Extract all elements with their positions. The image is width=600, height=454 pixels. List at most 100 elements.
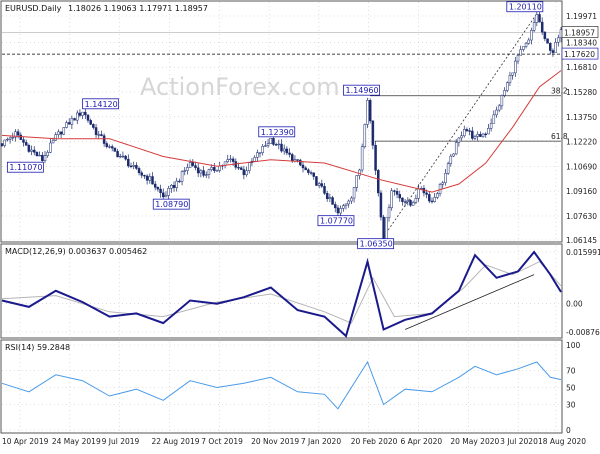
candle-body bbox=[309, 172, 313, 174]
candle-body bbox=[385, 217, 388, 240]
candle-body bbox=[24, 142, 28, 146]
price-panel-frame bbox=[0, 0, 563, 243]
candle-body bbox=[339, 208, 342, 214]
candle-body bbox=[73, 118, 76, 121]
candle-body bbox=[22, 139, 25, 143]
swing-label: 1.14120 bbox=[85, 100, 118, 109]
candle-body bbox=[312, 172, 315, 177]
x-tick-label: 7 Oct 2019 bbox=[201, 437, 243, 446]
candle-body bbox=[291, 154, 294, 162]
candle-body bbox=[516, 54, 520, 62]
x-tick-label: 6 Apr 2020 bbox=[401, 437, 443, 446]
rsi-header: RSI(14) 59.2848 bbox=[5, 343, 70, 352]
candle-body bbox=[285, 148, 289, 154]
candle-body bbox=[67, 122, 71, 125]
candle-body bbox=[457, 137, 461, 143]
candle-body bbox=[226, 159, 229, 163]
candle-body bbox=[33, 149, 36, 153]
candle-body bbox=[465, 129, 469, 131]
candle-body bbox=[153, 183, 157, 188]
candle-body bbox=[530, 29, 533, 41]
candle-body bbox=[299, 159, 302, 166]
candle-body bbox=[347, 200, 350, 205]
current-price-label: 1.18957 bbox=[564, 28, 595, 37]
candle-body bbox=[411, 202, 415, 206]
rsi-layer bbox=[1, 360, 562, 410]
candle-body bbox=[551, 50, 555, 53]
candle-body bbox=[535, 14, 539, 23]
swing-label: 1.14960 bbox=[346, 86, 379, 95]
support-price-label: 1.17620 bbox=[564, 50, 595, 59]
candle-body bbox=[436, 193, 439, 198]
macd-tick-label: 0.015991 bbox=[566, 248, 600, 257]
candle-body bbox=[14, 131, 17, 138]
candle-body bbox=[395, 191, 399, 195]
x-tick-label: 18 Aug 2020 bbox=[538, 437, 586, 446]
candle-body bbox=[78, 112, 82, 116]
swing-label-box bbox=[317, 215, 355, 227]
candle-body bbox=[274, 144, 278, 146]
candle-body bbox=[54, 134, 57, 141]
candle-body bbox=[258, 152, 262, 154]
swing-label-box bbox=[357, 238, 395, 250]
candle-body bbox=[151, 176, 154, 185]
candle-body bbox=[105, 143, 109, 147]
candle-body bbox=[210, 167, 213, 170]
candle-body bbox=[16, 131, 20, 136]
candle-body bbox=[113, 147, 117, 152]
rsi-tick-label: 50 bbox=[566, 384, 576, 393]
candle-body bbox=[460, 135, 463, 139]
fib-label: 38.2 bbox=[551, 87, 568, 96]
candle-body bbox=[3, 139, 6, 146]
candle-body bbox=[368, 100, 372, 122]
x-tick-label: 9 Jul 2019 bbox=[102, 437, 140, 446]
candle-body bbox=[248, 162, 251, 171]
fib-label: 61.8 bbox=[551, 132, 568, 141]
candle-body bbox=[307, 169, 310, 173]
candle-body bbox=[135, 165, 138, 169]
candle-body bbox=[186, 167, 189, 171]
candle-body bbox=[532, 22, 536, 31]
candle-body bbox=[129, 165, 133, 168]
candle-body bbox=[92, 124, 95, 128]
candle-body bbox=[452, 153, 455, 157]
candle-body bbox=[199, 170, 203, 174]
candle-body bbox=[59, 131, 63, 135]
candle-body bbox=[266, 143, 270, 146]
candle-body bbox=[280, 143, 283, 152]
candle-body bbox=[377, 170, 380, 194]
candle-body bbox=[454, 142, 458, 155]
candle-body bbox=[167, 188, 170, 196]
price-tick-label: 1.09160 bbox=[566, 187, 597, 196]
candle-body bbox=[463, 129, 466, 137]
candle-body bbox=[282, 148, 286, 152]
candle-body bbox=[506, 82, 509, 91]
candle-body bbox=[19, 134, 23, 140]
candle-body bbox=[218, 165, 221, 171]
candle-body bbox=[89, 120, 92, 125]
swing-label: 1.08790 bbox=[155, 200, 188, 209]
candle-body bbox=[401, 197, 404, 202]
swing-label: 1.07770 bbox=[320, 217, 353, 226]
candle-body bbox=[393, 190, 396, 192]
candle-body bbox=[304, 167, 307, 171]
watermark: ActionForex.com bbox=[140, 73, 340, 101]
candle-body bbox=[500, 95, 504, 107]
candle-body bbox=[543, 31, 547, 40]
candle-body bbox=[43, 155, 47, 162]
price-tick-label: 1.19971 bbox=[566, 12, 597, 21]
price-header-ohlc: 1.18026 1.19063 1.17971 1.18957 bbox=[68, 4, 208, 13]
candle-body bbox=[191, 162, 195, 166]
candle-body bbox=[511, 72, 514, 76]
candle-body bbox=[288, 152, 291, 155]
candle-body bbox=[514, 60, 517, 74]
candle-body bbox=[492, 114, 496, 124]
candle-body bbox=[484, 133, 487, 136]
rsi-tick-label: 100 bbox=[566, 341, 581, 350]
candle-body bbox=[320, 183, 324, 187]
x-tick-label: 20 Nov 2019 bbox=[251, 437, 299, 446]
candle-body bbox=[164, 195, 168, 198]
candle-body bbox=[76, 112, 79, 121]
candle-body bbox=[108, 146, 111, 148]
candle-body bbox=[172, 185, 176, 188]
